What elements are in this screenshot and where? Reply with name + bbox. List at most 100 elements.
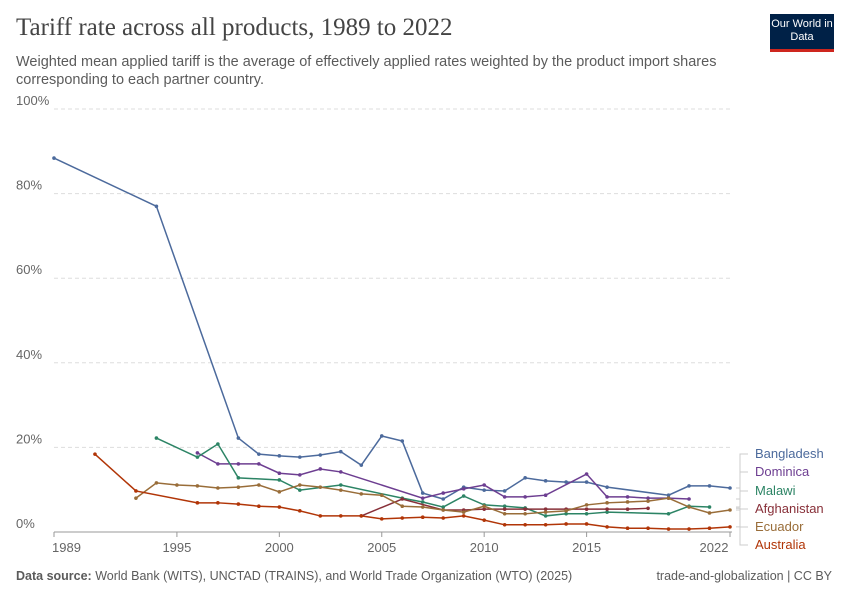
label-connector bbox=[736, 490, 748, 508]
data-point-australia bbox=[482, 518, 486, 522]
data-point-afghanistan bbox=[482, 507, 486, 511]
data-point-dominica bbox=[298, 473, 302, 477]
y-tick-label: 60% bbox=[16, 262, 42, 277]
data-point-australia bbox=[461, 514, 466, 518]
data-point-australia bbox=[318, 514, 323, 518]
data-point-australia bbox=[543, 523, 548, 527]
data-point-dominica bbox=[420, 496, 425, 500]
y-tick-label: 100% bbox=[16, 93, 50, 108]
data-point-ecuador bbox=[420, 505, 425, 509]
data-point-afghanistan bbox=[543, 507, 548, 511]
data-point-australia bbox=[420, 515, 425, 519]
data-point-ecuador bbox=[605, 501, 609, 505]
data-point-dominica bbox=[584, 472, 589, 476]
data-point-afghanistan bbox=[584, 507, 589, 511]
data-point-afghanistan bbox=[625, 507, 630, 511]
data-point-ecuador bbox=[687, 505, 691, 509]
data-point-dominica bbox=[482, 483, 486, 487]
label-connector bbox=[736, 509, 748, 528]
legend-label-bangladesh: Bangladesh bbox=[755, 446, 824, 461]
data-point-bangladesh bbox=[605, 485, 609, 489]
data-point-ecuador bbox=[277, 490, 282, 494]
data-point-australia bbox=[666, 527, 671, 531]
data-point-australia bbox=[257, 504, 261, 508]
data-point-australia bbox=[584, 522, 589, 526]
data-point-malawi bbox=[277, 478, 282, 482]
data-point-dominica bbox=[687, 497, 691, 501]
data-point-ecuador bbox=[216, 486, 220, 490]
data-point-australia bbox=[707, 526, 712, 530]
data-point-australia bbox=[236, 502, 241, 506]
data-source: Data source: World Bank (WITS), UNCTAD (… bbox=[16, 569, 572, 583]
data-point-bangladesh bbox=[502, 489, 507, 493]
data-point-bangladesh bbox=[564, 480, 568, 484]
data-point-australia bbox=[277, 505, 282, 509]
data-point-australia bbox=[625, 526, 630, 530]
x-tick-label: 2000 bbox=[265, 540, 294, 555]
data-point-bangladesh bbox=[584, 480, 589, 484]
data-point-dominica bbox=[625, 495, 630, 499]
data-point-australia bbox=[605, 525, 609, 529]
data-point-ecuador bbox=[154, 481, 159, 485]
data-point-ecuador bbox=[441, 508, 446, 512]
data-point-dominica bbox=[502, 495, 507, 499]
data-point-ecuador bbox=[482, 504, 486, 508]
data-point-ecuador bbox=[584, 503, 589, 507]
data-point-ecuador bbox=[195, 484, 200, 488]
data-point-malawi bbox=[441, 505, 446, 509]
license[interactable]: trade-and-globalization | CC BY bbox=[656, 569, 832, 583]
data-point-dominica bbox=[216, 462, 220, 466]
data-point-malawi bbox=[236, 476, 241, 480]
data-point-dominica bbox=[338, 470, 343, 474]
data-point-malawi bbox=[298, 488, 302, 492]
data-point-ecuador bbox=[461, 510, 466, 514]
data-point-australia bbox=[298, 509, 302, 513]
label-connector bbox=[736, 507, 748, 510]
data-point-ecuador bbox=[379, 493, 384, 497]
data-point-ecuador bbox=[728, 508, 732, 512]
legend-label-afghanistan: Afghanistan bbox=[755, 501, 824, 516]
data-point-dominica bbox=[277, 471, 282, 476]
data-point-ecuador bbox=[359, 492, 364, 496]
data-point-ecuador bbox=[257, 483, 261, 487]
legend-label-dominica: Dominica bbox=[755, 464, 810, 479]
data-point-bangladesh bbox=[543, 479, 548, 483]
data-point-afghanistan bbox=[605, 507, 609, 511]
x-tick-label: 2005 bbox=[367, 540, 396, 555]
data-point-ecuador bbox=[625, 500, 630, 504]
data-point-australia bbox=[441, 516, 446, 520]
data-point-australia bbox=[523, 523, 527, 527]
source-text[interactable]: World Bank (WITS), UNCTAD (TRAINS), and … bbox=[95, 569, 573, 583]
label-connector bbox=[736, 526, 748, 546]
data-point-bangladesh bbox=[257, 452, 261, 456]
data-point-afghanistan bbox=[400, 497, 405, 501]
y-tick-label: 20% bbox=[16, 431, 42, 446]
data-point-afghanistan bbox=[502, 507, 507, 511]
data-point-dominica bbox=[605, 495, 609, 499]
data-point-bangladesh bbox=[298, 455, 302, 459]
data-point-australia bbox=[564, 522, 568, 526]
legend-label-australia: Australia bbox=[755, 537, 806, 552]
data-point-bangladesh bbox=[52, 156, 56, 160]
data-point-australia bbox=[400, 516, 405, 520]
data-point-malawi bbox=[584, 512, 589, 516]
data-point-dominica bbox=[236, 462, 241, 466]
data-point-dominica bbox=[257, 462, 261, 466]
data-point-australia bbox=[728, 525, 732, 529]
x-tick-label: 1989 bbox=[52, 540, 81, 555]
data-point-bangladesh bbox=[420, 491, 425, 495]
data-point-ecuador bbox=[707, 511, 712, 515]
y-tick-label: 80% bbox=[16, 178, 42, 193]
data-point-ecuador bbox=[318, 485, 323, 489]
x-tick-label: 2010 bbox=[470, 540, 499, 555]
data-point-dominica bbox=[461, 487, 466, 491]
data-point-australia bbox=[687, 527, 691, 531]
data-point-malawi bbox=[543, 514, 548, 518]
data-point-malawi bbox=[605, 510, 609, 514]
owid-logo[interactable]: Our World in Data bbox=[770, 14, 834, 52]
data-point-afghanistan bbox=[523, 507, 527, 511]
x-tick-label: 2015 bbox=[572, 540, 601, 555]
data-point-ecuador bbox=[543, 510, 548, 514]
data-point-australia bbox=[646, 526, 650, 530]
y-tick-label: 40% bbox=[16, 347, 42, 362]
